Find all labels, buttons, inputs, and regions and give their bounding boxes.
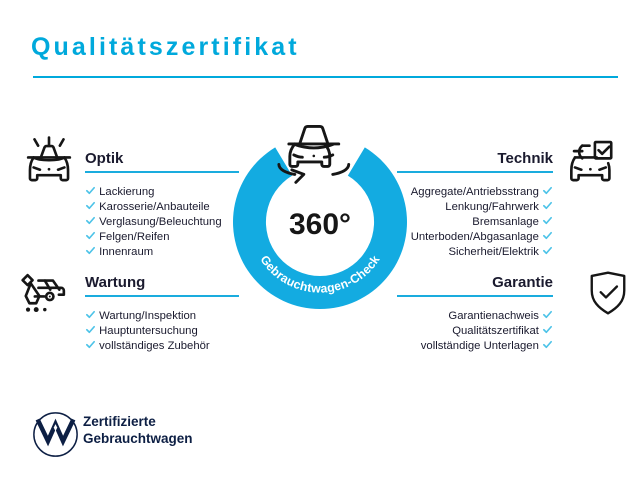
svg-text:360°: 360°	[289, 208, 351, 241]
